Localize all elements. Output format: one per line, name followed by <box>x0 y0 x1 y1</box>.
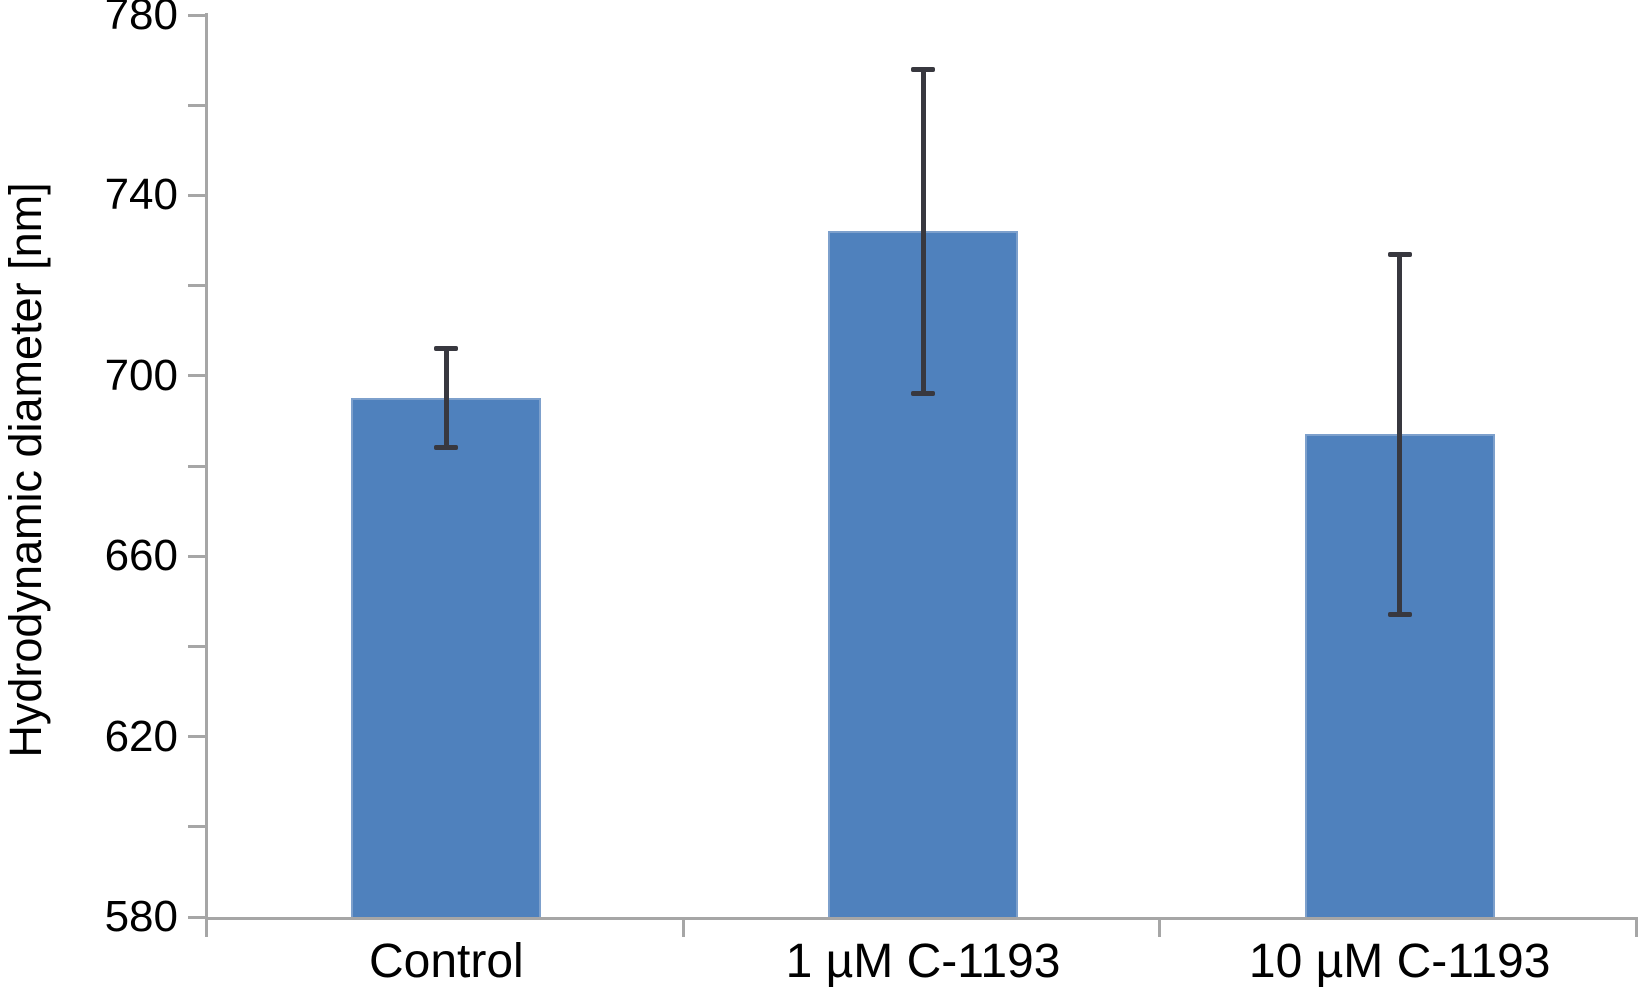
y-tick-label: 620 <box>104 711 178 761</box>
y-axis-tick <box>188 464 205 468</box>
x-category-label: 1 µM C-1193 <box>785 935 1061 988</box>
y-axis-tick <box>188 915 205 919</box>
x-axis-tick <box>1158 920 1161 937</box>
y-axis-tick <box>188 103 205 107</box>
error-bar-cap-top <box>911 66 935 72</box>
x-axis-tick <box>1635 920 1638 937</box>
error-bar-cap-bottom <box>434 445 459 451</box>
y-tick-label: 740 <box>104 170 178 220</box>
error-bar-cap-bottom <box>1387 612 1412 618</box>
bar <box>351 398 542 917</box>
y-axis-tick <box>188 825 205 829</box>
y-axis-tick <box>188 193 205 197</box>
error-bar-cap-top <box>434 346 459 352</box>
y-tick-label: 580 <box>104 892 178 941</box>
error-bar <box>1397 254 1403 615</box>
y-tick-label: 660 <box>104 531 178 581</box>
x-axis-line <box>205 917 1638 920</box>
y-axis-line <box>205 13 208 917</box>
error-bar <box>920 69 926 394</box>
x-axis-tick <box>682 920 685 937</box>
y-axis-tick <box>188 374 205 378</box>
y-axis-tick <box>188 644 205 648</box>
y-axis-tick <box>188 284 205 288</box>
y-tick-label: 700 <box>104 350 178 400</box>
y-tick-label: 780 <box>104 0 178 39</box>
error-bar <box>443 348 449 448</box>
y-axis-title: Hydrodynamic diameter [nm] <box>0 182 51 758</box>
x-axis-tick <box>205 920 208 937</box>
y-axis-tick <box>188 554 205 558</box>
error-bar-cap-top <box>1387 251 1412 257</box>
y-axis-tick <box>188 13 205 17</box>
x-category-label: 10 µM C-1193 <box>1248 935 1551 988</box>
x-category-label: Control <box>368 935 524 988</box>
y-axis-tick <box>188 735 205 739</box>
error-bar-cap-bottom <box>911 391 935 397</box>
